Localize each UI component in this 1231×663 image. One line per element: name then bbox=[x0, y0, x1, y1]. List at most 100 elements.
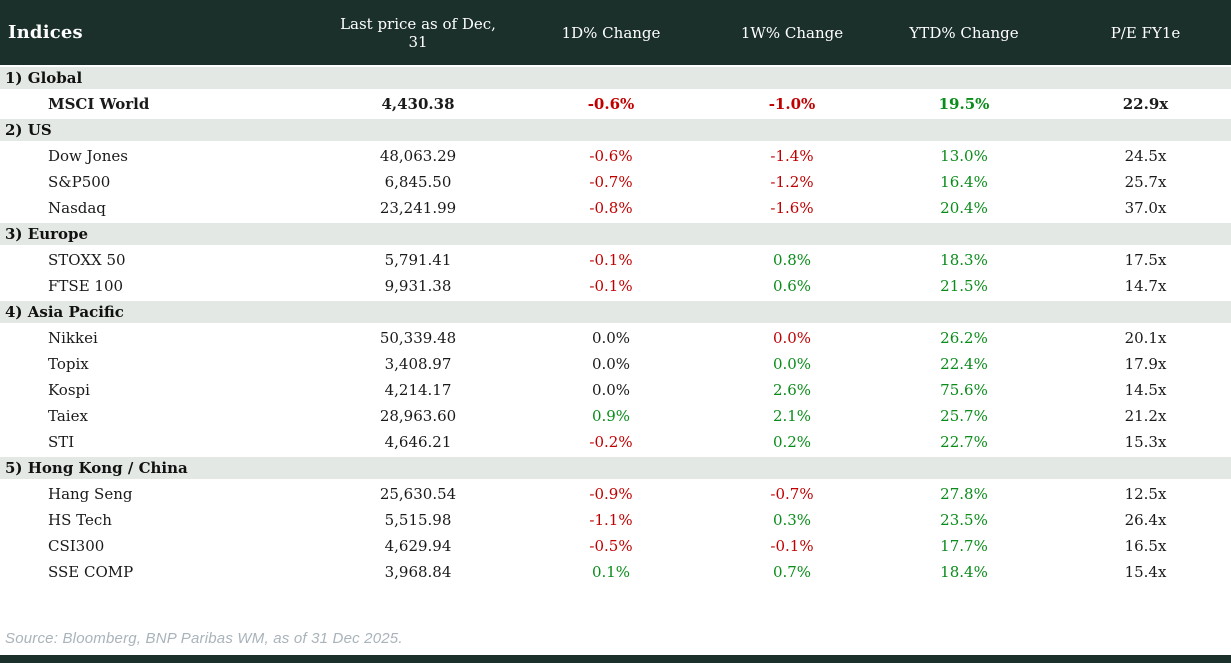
cell-index-name: Nasdaq bbox=[48, 199, 106, 217]
cell-change-1d: -0.1% bbox=[589, 277, 633, 295]
cell-index-name: Kospi bbox=[48, 381, 90, 399]
cell-pe-fy1e: 15.4x bbox=[1124, 563, 1167, 581]
cell-pe-fy1e: 37.0x bbox=[1124, 199, 1167, 217]
cell-index-name: CSI300 bbox=[48, 537, 105, 555]
cell-change-ytd: 25.7% bbox=[940, 407, 988, 425]
cell-index-name: Dow Jones bbox=[48, 147, 128, 165]
section-header: 5) Hong Kong / China bbox=[0, 455, 1231, 481]
cell-change-1w: 0.2% bbox=[772, 433, 812, 451]
section-header: 3) Europe bbox=[0, 221, 1231, 247]
cell-change-ytd: 20.4% bbox=[940, 199, 988, 217]
cell-pe-fy1e: 14.7x bbox=[1124, 277, 1167, 295]
cell-change-1d: 0.0% bbox=[591, 355, 631, 373]
table-row: Taiex 28,963.60 0.9% 2.1% 25.7% 21.2x bbox=[0, 403, 1231, 429]
table-row: Nasdaq 23,241.99 -0.8% -1.6% 20.4% 37.0x bbox=[0, 195, 1231, 221]
cell-last-price: 25,630.54 bbox=[379, 485, 457, 503]
cell-change-1d: -0.8% bbox=[589, 199, 633, 217]
section-header: 1) Global bbox=[0, 65, 1231, 91]
table-header-row: Indices Last price as of Dec, 31 1D% Cha… bbox=[0, 0, 1231, 65]
column-header-pe-fy1e: P/E FY1e bbox=[1110, 23, 1181, 42]
cell-last-price: 28,963.60 bbox=[379, 407, 457, 425]
cell-last-price: 23,241.99 bbox=[379, 199, 457, 217]
cell-index-name: Taiex bbox=[48, 407, 88, 425]
table-row: SSE COMP 3,968.84 0.1% 0.7% 18.4% 15.4x bbox=[0, 559, 1231, 585]
cell-change-1w: 2.6% bbox=[772, 381, 812, 399]
cell-index-name: FTSE 100 bbox=[48, 277, 124, 295]
bottom-rule-bar bbox=[0, 655, 1231, 663]
table-row: Nikkei 50,339.48 0.0% 0.0% 26.2% 20.1x bbox=[0, 325, 1231, 351]
cell-pe-fy1e: 17.9x bbox=[1124, 355, 1167, 373]
column-header-1w-change: 1W% Change bbox=[740, 23, 844, 42]
cell-index-name: STOXX 50 bbox=[48, 251, 126, 269]
cell-change-1w: -1.2% bbox=[770, 173, 814, 191]
cell-change-ytd: 19.5% bbox=[938, 95, 990, 113]
cell-change-1d: -1.1% bbox=[589, 511, 633, 529]
cell-change-1w: 0.6% bbox=[772, 277, 812, 295]
table-row: CSI300 4,629.94 -0.5% -0.1% 17.7% 16.5x bbox=[0, 533, 1231, 559]
cell-pe-fy1e: 25.7x bbox=[1124, 173, 1167, 191]
cell-change-1w: -0.1% bbox=[770, 537, 814, 555]
cell-change-1d: -0.6% bbox=[587, 95, 635, 113]
cell-last-price: 4,629.94 bbox=[384, 537, 452, 555]
source-note: Source: Bloomberg, BNP Paribas WM, as of… bbox=[5, 630, 403, 647]
table-row: Topix 3,408.97 0.0% 0.0% 22.4% 17.9x bbox=[0, 351, 1231, 377]
table-row: STOXX 50 5,791.41 -0.1% 0.8% 18.3% 17.5x bbox=[0, 247, 1231, 273]
cell-change-ytd: 22.4% bbox=[940, 355, 988, 373]
cell-last-price: 5,791.41 bbox=[384, 251, 452, 269]
cell-index-name: HS Tech bbox=[48, 511, 112, 529]
column-header-1d-change: 1D% Change bbox=[561, 23, 661, 42]
cell-change-ytd: 27.8% bbox=[940, 485, 988, 503]
cell-change-ytd: 23.5% bbox=[940, 511, 988, 529]
cell-last-price: 6,845.50 bbox=[384, 173, 452, 191]
cell-change-ytd: 21.5% bbox=[940, 277, 988, 295]
cell-change-1w: 0.0% bbox=[772, 355, 812, 373]
cell-pe-fy1e: 14.5x bbox=[1124, 381, 1167, 399]
cell-change-1d: 0.1% bbox=[591, 563, 631, 581]
cell-index-name: MSCI World bbox=[48, 95, 150, 113]
cell-change-1d: 0.0% bbox=[591, 381, 631, 399]
cell-pe-fy1e: 17.5x bbox=[1124, 251, 1167, 269]
cell-index-name: S&P500 bbox=[48, 173, 111, 191]
cell-change-1d: -0.7% bbox=[589, 173, 633, 191]
cell-last-price: 4,214.17 bbox=[384, 381, 452, 399]
cell-change-1w: -1.6% bbox=[770, 199, 814, 217]
cell-last-price: 5,515.98 bbox=[384, 511, 452, 529]
cell-change-ytd: 13.0% bbox=[940, 147, 988, 165]
cell-change-1w: 0.8% bbox=[772, 251, 812, 269]
cell-index-name: Nikkei bbox=[48, 329, 98, 347]
table-row: Dow Jones 48,063.29 -0.6% -1.4% 13.0% 24.5x bbox=[0, 143, 1231, 169]
cell-change-1d: -0.5% bbox=[589, 537, 633, 555]
cell-change-ytd: 16.4% bbox=[940, 173, 988, 191]
cell-last-price: 4,646.21 bbox=[384, 433, 452, 451]
column-header-ytd-change: YTD% Change bbox=[909, 23, 1019, 42]
cell-change-1d: -0.9% bbox=[589, 485, 633, 503]
section-header: 4) Asia Pacific bbox=[0, 299, 1231, 325]
cell-last-price: 3,968.84 bbox=[384, 563, 452, 581]
cell-index-name: STI bbox=[48, 433, 75, 451]
cell-index-name: Topix bbox=[48, 355, 89, 373]
cell-change-ytd: 18.3% bbox=[940, 251, 988, 269]
cell-pe-fy1e: 22.9x bbox=[1122, 95, 1169, 113]
cell-pe-fy1e: 21.2x bbox=[1124, 407, 1167, 425]
column-header-indices: Indices bbox=[8, 22, 83, 43]
section-header: 2) US bbox=[0, 117, 1231, 143]
cell-change-1w: -1.0% bbox=[768, 95, 816, 113]
cell-pe-fy1e: 15.3x bbox=[1124, 433, 1167, 451]
cell-last-price: 48,063.29 bbox=[379, 147, 457, 165]
column-header-last-price: Last price as of Dec, 31 bbox=[340, 14, 496, 51]
cell-change-ytd: 26.2% bbox=[940, 329, 988, 347]
cell-pe-fy1e: 12.5x bbox=[1124, 485, 1167, 503]
table-row: S&P500 6,845.50 -0.7% -1.2% 16.4% 25.7x bbox=[0, 169, 1231, 195]
cell-change-1w: 0.0% bbox=[772, 329, 812, 347]
table-row: FTSE 100 9,931.38 -0.1% 0.6% 21.5% 14.7x bbox=[0, 273, 1231, 299]
cell-change-ytd: 17.7% bbox=[940, 537, 988, 555]
cell-change-1d: -0.1% bbox=[589, 251, 633, 269]
cell-change-1w: 0.3% bbox=[772, 511, 812, 529]
cell-last-price: 4,430.38 bbox=[381, 95, 455, 113]
cell-pe-fy1e: 26.4x bbox=[1124, 511, 1167, 529]
table-row: Kospi 4,214.17 0.0% 2.6% 75.6% 14.5x bbox=[0, 377, 1231, 403]
cell-change-1d: -0.2% bbox=[589, 433, 633, 451]
cell-index-name: SSE COMP bbox=[48, 563, 134, 581]
table-body: 1) Global MSCI World 4,430.38 -0.6% -1.0% 19.… bbox=[0, 65, 1231, 585]
cell-pe-fy1e: 20.1x bbox=[1124, 329, 1167, 347]
